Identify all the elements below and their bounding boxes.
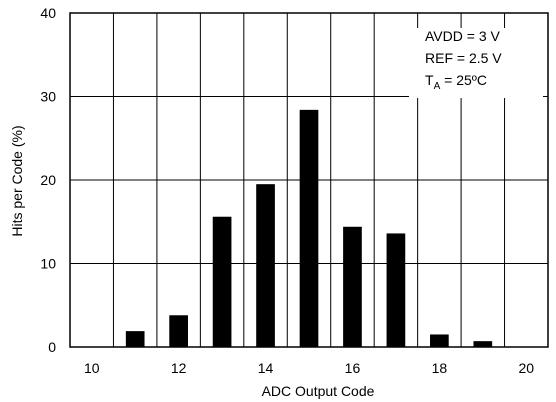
y-tick-label: 10 bbox=[40, 256, 56, 272]
bar-code-15 bbox=[299, 109, 319, 347]
annotation-box: AVDD = 3 V REF = 2.5 V TA = 25ºC bbox=[409, 28, 543, 98]
y-tick-label: 40 bbox=[40, 5, 56, 21]
y-tick-label: 0 bbox=[48, 339, 56, 355]
annotation-temp-symbol: T bbox=[425, 72, 434, 88]
bar-code-11 bbox=[125, 331, 145, 347]
y-tick-label: 30 bbox=[40, 89, 56, 105]
plot-frame bbox=[69, 12, 549, 348]
bar-code-13 bbox=[212, 216, 232, 347]
y-axis-title: Hits per Code (%) bbox=[9, 125, 25, 236]
bar-code-17 bbox=[386, 233, 406, 347]
x-tick-label: 12 bbox=[171, 360, 187, 376]
annotation-ref: REF = 2.5 V bbox=[425, 50, 502, 66]
x-tick-label: 18 bbox=[432, 360, 448, 376]
bar-code-16 bbox=[343, 226, 362, 347]
annotation-temp-subscript: A bbox=[434, 81, 441, 92]
x-tick-label: 20 bbox=[518, 360, 534, 376]
x-tick-label: 10 bbox=[84, 360, 100, 376]
annotation-temperature: TA = 25ºC bbox=[425, 72, 487, 92]
annotation-avdd: AVDD = 3 V bbox=[425, 28, 500, 44]
bars bbox=[125, 109, 493, 347]
bar-code-19 bbox=[473, 341, 493, 347]
y-tick-label: 20 bbox=[40, 172, 56, 188]
x-tick-label: 14 bbox=[258, 360, 274, 376]
y-tick-labels: 0 10 20 30 40 bbox=[40, 5, 56, 355]
bar-code-14 bbox=[256, 184, 275, 347]
x-tick-labels: 10 12 14 16 18 20 bbox=[84, 360, 534, 376]
annotation-temp-value: = 25ºC bbox=[440, 72, 487, 88]
bar-code-18 bbox=[430, 334, 449, 347]
x-axis-title: ADC Output Code bbox=[262, 383, 375, 399]
bar-code-12 bbox=[169, 315, 188, 347]
x-tick-label: 16 bbox=[345, 360, 361, 376]
